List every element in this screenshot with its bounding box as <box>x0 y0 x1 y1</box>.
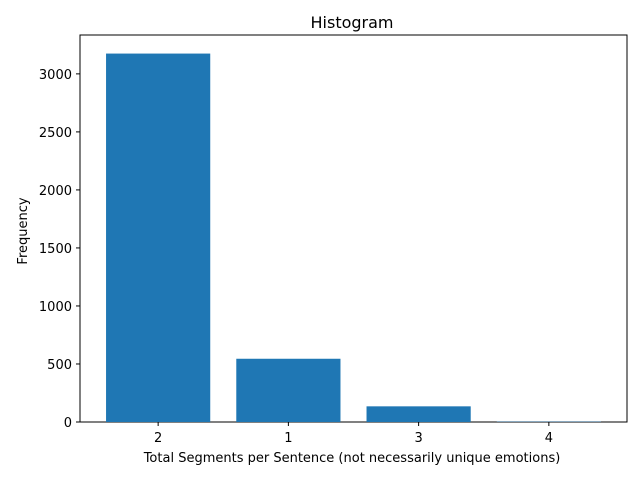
x-tick-label: 2 <box>154 431 162 446</box>
y-tick-label: 500 <box>47 358 72 373</box>
y-axis-label: Frequency <box>16 197 31 264</box>
x-tick-label: 3 <box>414 431 422 446</box>
chart-title: Histogram <box>311 13 394 32</box>
bar-1 <box>236 358 341 422</box>
x-tick-label: 1 <box>284 431 292 446</box>
y-tick-label: 1000 <box>39 300 72 315</box>
x-axis: 2 1 3 4 <box>154 422 553 446</box>
x-tick-label: 4 <box>545 431 553 446</box>
y-tick-label: 1500 <box>39 242 72 257</box>
y-tick-label: 2500 <box>39 126 72 141</box>
bars <box>106 53 601 423</box>
y-axis: 0 500 1000 1500 2000 2500 3000 <box>39 68 80 431</box>
y-tick-label: 3000 <box>39 68 72 83</box>
plot-area <box>79 34 628 423</box>
y-tick-label: 2000 <box>39 184 72 199</box>
bar-2 <box>106 53 211 423</box>
plot-frame <box>79 34 628 423</box>
x-axis-label: Total Segments per Sentence (not necessa… <box>143 451 561 466</box>
bar-3 <box>366 406 471 422</box>
y-tick-label: 0 <box>64 416 72 431</box>
